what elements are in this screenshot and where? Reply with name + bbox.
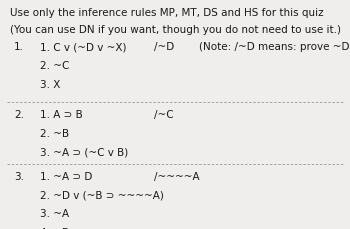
Text: 4. ~B: 4. ~B [40,228,69,229]
Text: 2. ~C: 2. ~C [40,61,70,71]
Text: (Note: /~D means: prove ~D): (Note: /~D means: prove ~D) [199,42,350,52]
Text: 3. X: 3. X [40,80,61,90]
Text: 3. ~A ⊃ (~C v B): 3. ~A ⊃ (~C v B) [40,147,128,158]
Text: 3.: 3. [14,172,24,182]
Text: 3. ~A: 3. ~A [40,209,69,219]
Text: 1.: 1. [14,42,24,52]
Text: (You can use DN if you want, though you do not need to use it.): (You can use DN if you want, though you … [10,25,342,35]
Text: 1. A ⊃ B: 1. A ⊃ B [40,110,83,120]
Text: 1. C v (~D v ~X): 1. C v (~D v ~X) [40,42,127,52]
Text: Use only the inference rules MP, MT, DS and HS for this quiz: Use only the inference rules MP, MT, DS … [10,8,324,18]
Text: 2. ~D v (~B ⊃ ~~~~A): 2. ~D v (~B ⊃ ~~~~A) [40,191,164,201]
Text: /~D: /~D [154,42,174,52]
Text: 1. ~A ⊃ D: 1. ~A ⊃ D [40,172,93,182]
Text: /~C: /~C [154,110,174,120]
Text: 2. ~B: 2. ~B [40,129,69,139]
Text: 2.: 2. [14,110,24,120]
Text: /~~~~A: /~~~~A [154,172,199,182]
